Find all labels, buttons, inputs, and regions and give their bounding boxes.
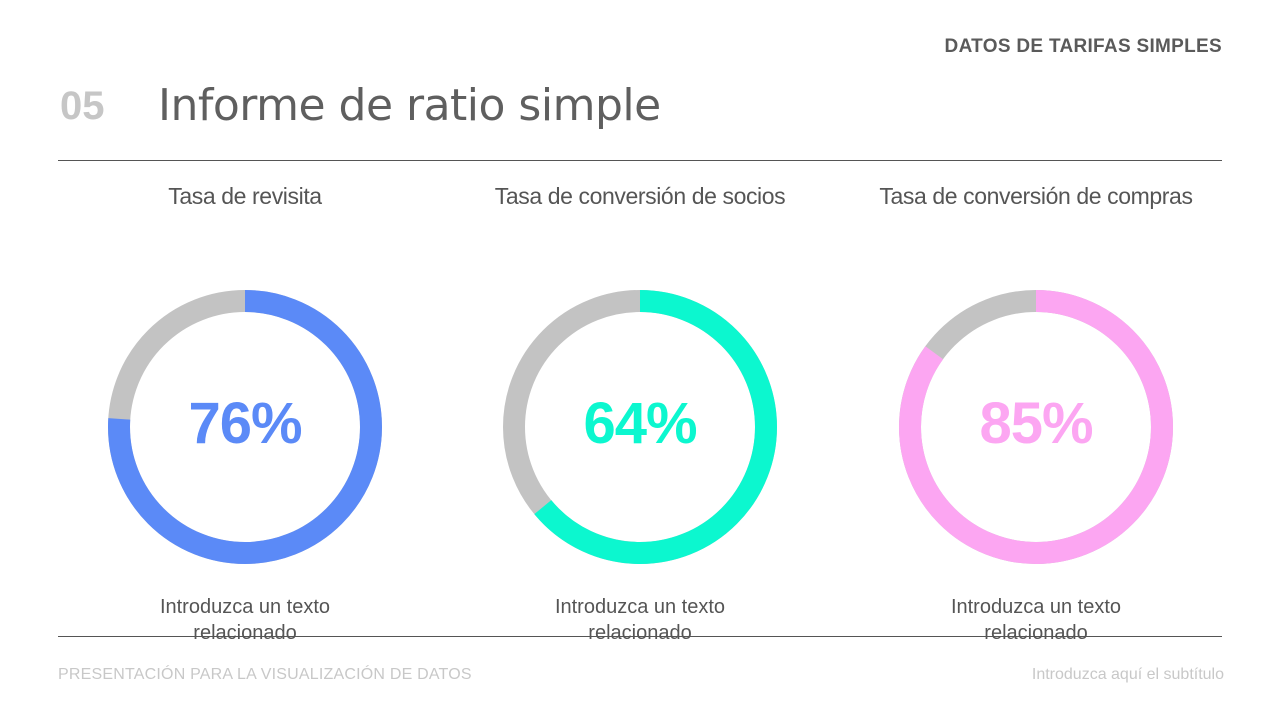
donut-ring	[108, 290, 382, 564]
footer-presentation-title: PRESENTACIÓN PARA LA VISUALIZACIÓN DE DA…	[58, 666, 472, 683]
donut-chart: 85%	[891, 282, 1181, 572]
metric-card-2: Tasa de conversión de compras 85% Introd…	[836, 180, 1236, 646]
donut-ring	[503, 290, 777, 564]
metric-title: Tasa de conversión de socios	[494, 183, 786, 209]
metric-description-line1: Introduzca un texto	[159, 596, 331, 618]
donut-ring	[899, 290, 1173, 564]
bottom-divider	[58, 636, 1222, 637]
metric-value: 76%	[188, 391, 302, 456]
top-divider	[58, 160, 1222, 161]
metric-description-line1: Introduzca un texto	[554, 596, 726, 618]
page-title: Informe de ratio simple	[158, 80, 661, 131]
metric-description-line2: relacionado	[588, 622, 692, 644]
donut-chart: 76%	[100, 282, 390, 572]
metric-card-0: Tasa de revisita 76% Introduzca un texto…	[45, 180, 445, 646]
donut-chart: 64%	[495, 282, 785, 572]
footer-subtitle: Introduzca aquí el subtítulo	[1031, 666, 1224, 683]
metric-title: Tasa de conversión de compras	[879, 183, 1193, 209]
slide-number: 05	[60, 84, 105, 128]
metric-description-line2: relacionado	[984, 622, 1088, 644]
metric-card-1: Tasa de conversión de socios 64% Introdu…	[440, 180, 840, 646]
metric-description-line1: Introduzca un texto	[950, 596, 1122, 618]
section-label: DATOS DE TARIFAS SIMPLES	[944, 36, 1222, 57]
metric-title: Tasa de revisita	[168, 183, 322, 209]
metric-value: 85%	[979, 391, 1093, 456]
metric-description-line2: relacionado	[193, 622, 297, 644]
metric-value: 64%	[583, 391, 697, 456]
